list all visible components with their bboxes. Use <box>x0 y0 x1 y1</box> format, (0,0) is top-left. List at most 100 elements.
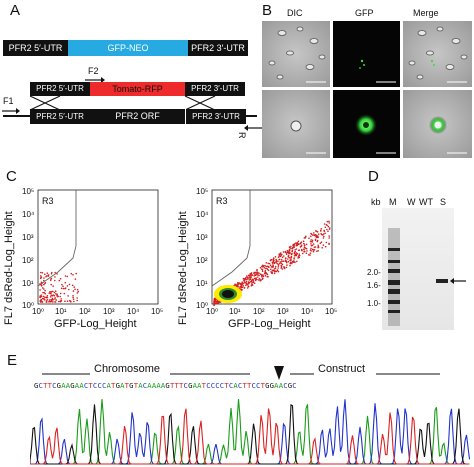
p1-ytick-4: 10⁴ <box>22 210 35 219</box>
p2-ytick-2: 10² <box>196 256 208 265</box>
flow-event <box>245 284 247 287</box>
flow-event <box>72 295 74 297</box>
flow-event <box>327 225 330 228</box>
flow-event <box>60 300 63 302</box>
micrograph-grid <box>262 21 472 158</box>
dic-row1 <box>262 21 330 87</box>
flow-event <box>310 250 312 252</box>
flow-event <box>308 237 310 239</box>
flow-event <box>275 262 278 264</box>
plot1-xlabel: GFP-Log_Height <box>54 318 137 330</box>
flow-event <box>75 272 77 275</box>
flow-event <box>267 269 270 272</box>
flow-event <box>280 264 283 267</box>
flow-event <box>319 242 322 245</box>
flow-event <box>41 272 44 274</box>
flow-event <box>293 257 295 259</box>
p2-xtick-0: 10⁰ <box>206 307 219 316</box>
flow-event <box>54 301 56 303</box>
lane-m-label: M <box>389 197 397 207</box>
flow-event <box>289 259 291 262</box>
flow-event <box>279 252 281 255</box>
flow-event <box>309 240 312 243</box>
flow-event <box>66 300 69 302</box>
flow-event <box>76 299 78 302</box>
flow-event <box>239 288 242 290</box>
flow-event <box>296 244 299 247</box>
trace-t <box>30 408 470 465</box>
flow-event <box>258 274 260 277</box>
chromosome-label: Chromosome <box>94 363 161 375</box>
flow-event <box>276 263 279 265</box>
flow-event <box>290 245 292 248</box>
flow-event <box>251 284 254 286</box>
flow-event <box>242 285 245 287</box>
flow-event <box>298 253 301 255</box>
flow-event <box>285 252 288 254</box>
sequence-base: A <box>156 381 161 390</box>
flow-event <box>272 266 274 269</box>
sequence-base: G <box>34 381 39 390</box>
flow-event <box>263 267 266 269</box>
sequence-base: A <box>160 381 166 390</box>
sequence-base: C <box>292 381 297 390</box>
sequence-base: C <box>206 381 211 390</box>
flow-event <box>309 254 311 256</box>
flow-event <box>275 265 277 268</box>
flow-event <box>294 250 296 253</box>
flow-event <box>253 275 255 277</box>
flow-event <box>328 237 330 239</box>
flow-event <box>285 253 288 256</box>
sequence-base: A <box>74 381 80 390</box>
flow-event <box>272 269 274 271</box>
flow-event <box>249 272 252 275</box>
construct2-3utr: PFR2 3′-UTR <box>185 82 245 96</box>
tomato-rfp-construct: PFR2 5′-UTR Tomato-RFP PFR2 3′-UTR <box>30 82 245 96</box>
flow-event <box>296 252 299 255</box>
sequence-base: C <box>256 381 261 390</box>
flow-event <box>247 274 250 277</box>
flow-event <box>52 294 55 296</box>
flow-event <box>323 229 325 232</box>
sequence-base: G <box>165 381 170 390</box>
flow-event <box>40 294 43 296</box>
flow-event <box>241 286 243 288</box>
flow-event <box>49 296 52 298</box>
p2-ytick-1: 10¹ <box>196 279 208 288</box>
flow-event <box>311 248 314 251</box>
gel-image <box>382 208 454 330</box>
sequence-base: A <box>65 381 71 390</box>
flow-event <box>284 259 287 261</box>
flow-event <box>43 283 45 286</box>
flow-event <box>72 274 74 276</box>
flow-event <box>300 242 302 244</box>
sequence-base: G <box>188 381 193 390</box>
flow-event <box>264 275 267 277</box>
flow-event <box>287 258 289 260</box>
flow-event <box>262 275 265 278</box>
flow-event <box>73 300 75 303</box>
flow-event <box>328 222 330 224</box>
flow-event <box>56 293 58 296</box>
flow-event <box>254 279 257 282</box>
flow-event <box>243 281 246 283</box>
flow-event <box>246 276 249 279</box>
flow-event <box>241 282 243 285</box>
flow-event <box>256 274 258 276</box>
flow-event <box>292 245 295 248</box>
flow-event <box>74 278 77 280</box>
flow-event <box>260 274 263 276</box>
flow-event <box>44 296 46 299</box>
p1-ytick-3: 10³ <box>22 233 34 242</box>
gate-r3-2 <box>211 190 251 287</box>
sequence-base: C <box>92 381 98 390</box>
sequence-base: T <box>174 381 179 390</box>
flow-event <box>259 280 262 282</box>
flow-event <box>254 271 257 274</box>
flow-event <box>49 279 52 281</box>
flow-event <box>269 264 272 267</box>
flow-event <box>287 251 289 254</box>
flow-event <box>41 297 44 300</box>
panel-c-label: C <box>6 168 17 185</box>
flow-event <box>279 261 282 263</box>
